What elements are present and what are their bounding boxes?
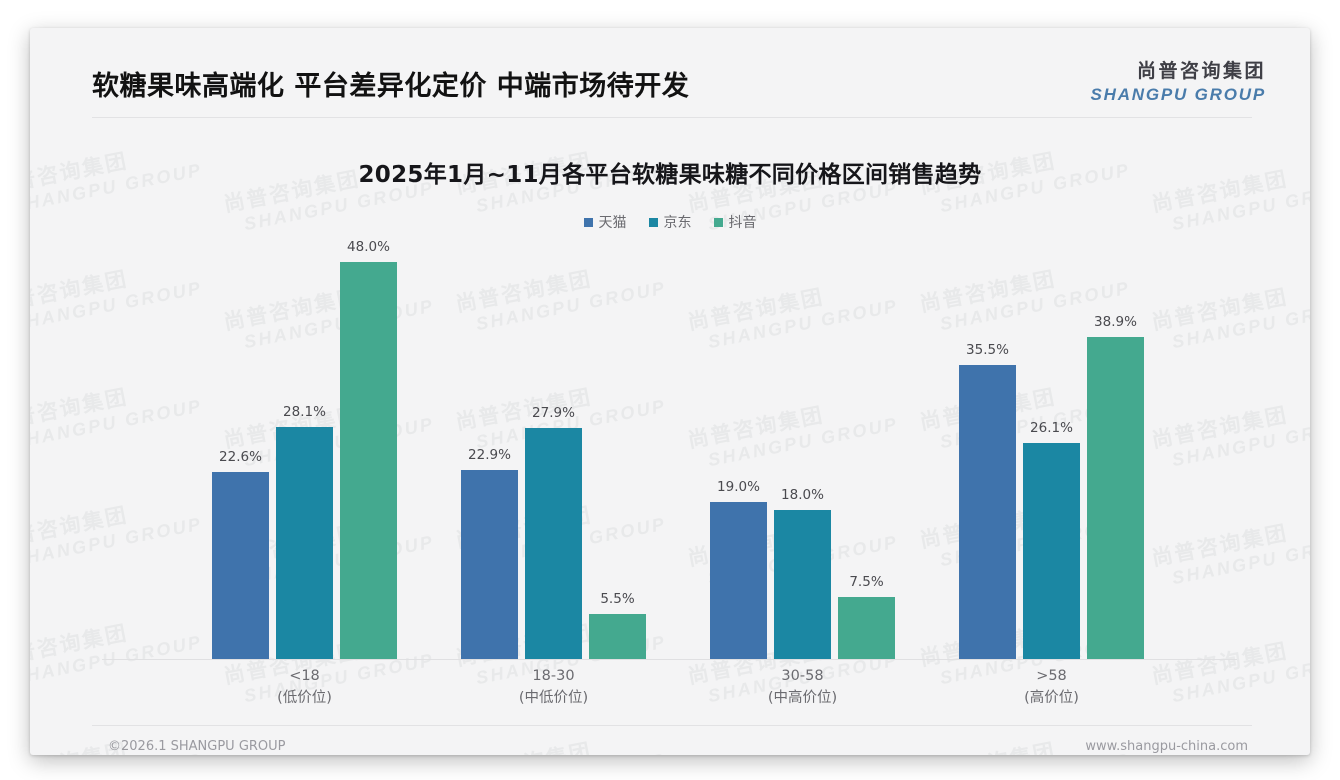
x-tick-range-label: 30-58: [781, 668, 824, 684]
bar-rect: [525, 428, 582, 659]
x-axis-tick-30-58: 30-58 (中高价位): [688, 666, 918, 710]
bar-18-30-天猫[interactable]: 22.9%: [461, 447, 518, 659]
legend-swatch-icon: [713, 217, 723, 227]
x-tick-range-label: >58: [1036, 668, 1067, 684]
watermark-chinese-text: 尚普咨询集团: [454, 726, 664, 755]
bar-rect: [838, 596, 895, 659]
bar-value-label: 28.1%: [283, 403, 326, 420]
footer-copyright: ©2026.1 SHANGPU GROUP: [108, 739, 286, 754]
bar-rect: [1087, 337, 1144, 659]
legend-swatch-icon: [583, 217, 593, 227]
bar-value-label: 22.6%: [219, 449, 262, 466]
page-title: 软糖果味高端化 平台差异化定价 中端市场待开发: [92, 71, 690, 102]
bar-value-label: 27.9%: [532, 405, 575, 422]
x-axis-tick->58: >58 (高价位): [937, 666, 1167, 710]
legend-item-京东[interactable]: 京东: [648, 212, 692, 232]
footer-website: www.shangpu-china.com: [1085, 739, 1248, 754]
bar-rect: [589, 613, 646, 659]
bar-value-label: 22.9%: [468, 446, 511, 463]
watermark-chinese-text: 尚普咨询集团: [686, 744, 896, 755]
bar-rect: [461, 469, 518, 659]
x-axis-tick-18-30: 18-30 (中低价位): [439, 666, 669, 710]
bar-rect: [959, 365, 1016, 659]
x-axis-tick-<18: <18 (低价位): [190, 666, 420, 710]
bar-value-label: 19.0%: [717, 478, 760, 495]
legend-label: 抖音: [728, 215, 757, 231]
bar->58-天猫[interactable]: 35.5%: [959, 342, 1016, 659]
bar-30-58-抖音[interactable]: 7.5%: [838, 574, 895, 659]
chart-title: 2025年1月~11月各平台软糖果味糖不同价格区间销售趋势: [358, 162, 982, 188]
bar-18-30-抖音[interactable]: 5.5%: [589, 591, 646, 659]
bar-30-58-天猫[interactable]: 19.0%: [710, 479, 767, 659]
bar-group-<18: 22.6% 28.1% 48.0%: [212, 239, 397, 659]
bar-value-label: 5.5%: [600, 590, 635, 607]
legend-label: 天猫: [598, 215, 627, 231]
bar-value-label: 48.0%: [347, 239, 390, 256]
bar-group-18-30: 22.9% 27.9% 5.5%: [461, 239, 646, 659]
bar->58-抖音[interactable]: 38.9%: [1087, 314, 1144, 659]
company-logo: 尚普咨询集团 SHANGPU GROUP: [1091, 60, 1266, 105]
bar-group-30-58: 19.0% 18.0% 7.5%: [710, 239, 895, 659]
bar-value-label: 35.5%: [966, 342, 1009, 359]
bar-rect: [212, 472, 269, 659]
x-tick-sublabel: (中高价位): [767, 689, 838, 706]
legend-item-天猫[interactable]: 天猫: [583, 212, 627, 232]
bar-<18-京东[interactable]: 28.1%: [276, 404, 333, 659]
bar-value-label: 26.1%: [1030, 420, 1073, 437]
legend-item-抖音[interactable]: 抖音: [713, 212, 757, 232]
bar-18-30-京东[interactable]: 27.9%: [525, 405, 582, 659]
watermark-english-text: SHANGPU GROUP: [474, 749, 668, 755]
legend-label: 京东: [663, 215, 692, 231]
bar-30-58-京东[interactable]: 18.0%: [774, 487, 831, 659]
bar-rect: [774, 510, 831, 659]
slide-header: 软糖果味高端化 平台差异化定价 中端市场待开发 尚普咨询集团 SHANGPU G…: [30, 28, 1310, 118]
bar-group->58: 35.5% 26.1% 38.9%: [959, 239, 1144, 659]
chart-legend: 天猫 京东 抖音: [30, 212, 1310, 232]
bar->58-京东[interactable]: 26.1%: [1023, 420, 1080, 659]
x-tick-range-label: 18-30: [532, 668, 575, 684]
x-tick-sublabel: (低价位): [277, 689, 332, 706]
bar-rect: [1023, 443, 1080, 659]
slide-card: 尚普咨询集团 SHANGPU GROUP 尚普咨询集团 SHANGPU GROUP 尚普…: [30, 28, 1310, 755]
bar-rect: [710, 501, 767, 659]
chart-plot-area: 22.6% 28.1% 48.0% 22.9% 27.9% 5.5% 19.0% 18.0% 7…: [92, 228, 1252, 660]
legend-swatch-icon: [648, 217, 658, 227]
bar-rect: [340, 262, 397, 659]
bar-<18-天猫[interactable]: 22.6%: [212, 449, 269, 659]
x-tick-sublabel: (中低价位): [518, 689, 589, 706]
bar-value-label: 18.0%: [781, 487, 824, 504]
x-tick-sublabel: (高价位): [1024, 689, 1079, 706]
bar-value-label: 7.5%: [849, 573, 884, 590]
x-tick-range-label: <18: [289, 668, 320, 684]
footer-divider: [92, 725, 1252, 726]
header-divider: [92, 117, 1252, 118]
logo-chinese-text: 尚普咨询集团: [1136, 60, 1266, 82]
bar-<18-抖音[interactable]: 48.0%: [340, 239, 397, 659]
x-axis-line: [102, 659, 1237, 660]
bar-value-label: 38.9%: [1094, 314, 1137, 331]
bar-rect: [276, 426, 333, 659]
logo-english-text: SHANGPU GROUP: [1090, 84, 1266, 104]
